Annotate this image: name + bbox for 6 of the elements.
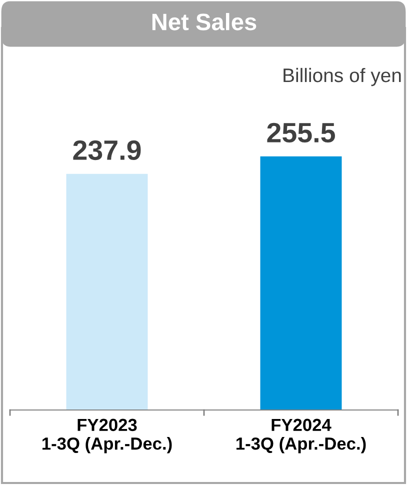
x-tick-label: FY2024 1-3Q (Apr.-Dec.)	[236, 418, 366, 454]
chart-title: Net Sales	[152, 12, 256, 30]
data-label: 255.5	[267, 122, 335, 143]
x-tick-label: FY2023 1-3Q (Apr.-Dec.)	[42, 418, 172, 454]
chart-subtitle: Billions of yen	[284, 68, 401, 86]
data-label: 237.9	[73, 140, 141, 160]
